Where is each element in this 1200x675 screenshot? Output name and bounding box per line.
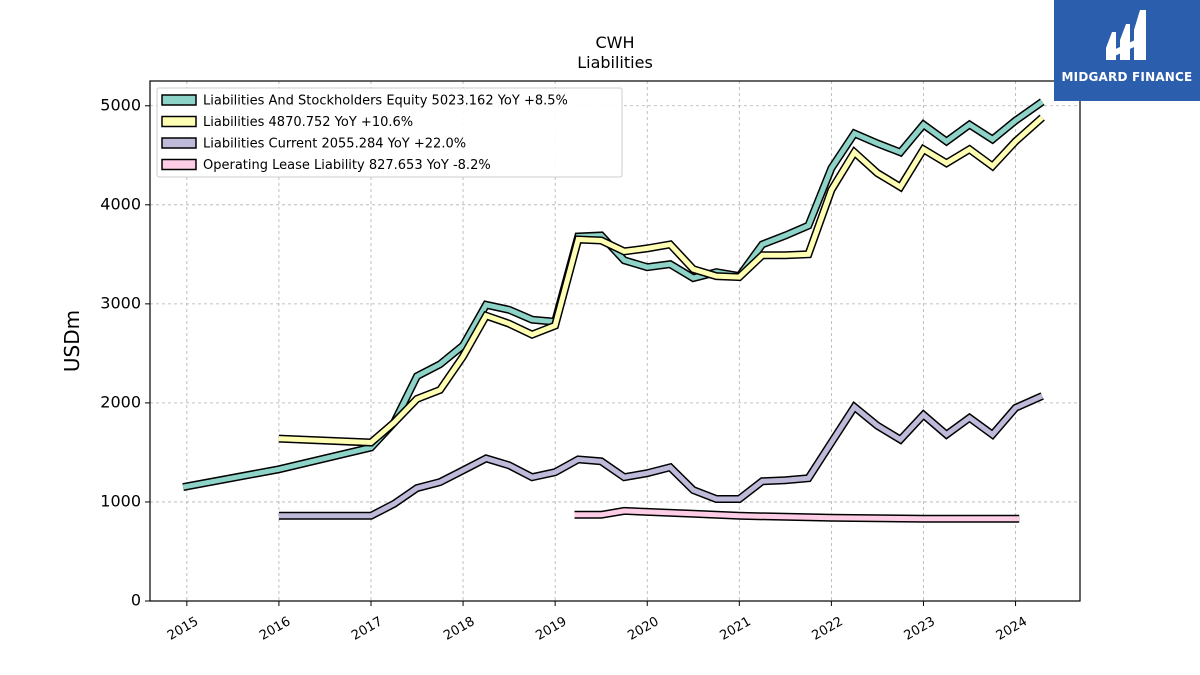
legend-swatch bbox=[161, 137, 197, 149]
legend-label: Operating Lease Liability 827.653 YoY -8… bbox=[203, 158, 491, 173]
legend-swatch bbox=[161, 115, 197, 128]
x-tick-label: 2018 bbox=[441, 614, 477, 644]
y-tick-label: 3000 bbox=[100, 293, 141, 312]
legend-swatch bbox=[161, 94, 197, 106]
chart-title: CWH bbox=[595, 33, 634, 52]
brand-logo: MIDGARD FINANCE bbox=[1054, 0, 1200, 101]
legend-label: Liabilities And Stockholders Equity 5023… bbox=[203, 94, 568, 109]
series-line bbox=[278, 115, 1044, 446]
legend: Liabilities And Stockholders Equity 5023… bbox=[156, 87, 623, 178]
x-tick-label: 2016 bbox=[257, 614, 293, 644]
series-line bbox=[182, 99, 1044, 490]
x-tick-label: 2022 bbox=[810, 614, 846, 644]
y-tick-label: 0 bbox=[131, 591, 141, 610]
series-line bbox=[278, 393, 1044, 519]
y-tick-label: 1000 bbox=[100, 491, 141, 510]
series-liabilities-and-stockholders-equity bbox=[182, 98, 1045, 492]
x-axis-ticks: 2015 2016 2017 2018 2019 2020 2021 2022 2023 2024 bbox=[165, 601, 1030, 644]
series-layer bbox=[182, 98, 1045, 523]
x-tick-label: 2023 bbox=[902, 614, 938, 644]
series-liabilities-current bbox=[278, 392, 1044, 520]
legend-box bbox=[156, 87, 623, 178]
legend-swatch bbox=[161, 158, 197, 171]
x-tick-label: 2020 bbox=[625, 614, 661, 644]
legend-item: Liabilities Current 2055.284 YoY +22.0% bbox=[161, 137, 466, 152]
x-tick-label: 2021 bbox=[717, 614, 753, 644]
legend-item: Liabilities And Stockholders Equity 5023… bbox=[161, 94, 568, 109]
plot-frame bbox=[149, 80, 1081, 602]
y-axis-label: USDm bbox=[60, 310, 84, 372]
series-liabilities bbox=[278, 114, 1045, 447]
y-tick-label: 4000 bbox=[100, 194, 141, 213]
legend-item: Liabilities 4870.752 YoY +10.6% bbox=[161, 115, 413, 130]
brand-name: MIDGARD FINANCE bbox=[1061, 70, 1193, 84]
series-line-outline bbox=[278, 392, 1044, 520]
midgard-logo-icon bbox=[1106, 10, 1146, 60]
x-tick-label: 2015 bbox=[165, 614, 201, 644]
y-tick-label: 2000 bbox=[100, 392, 141, 411]
chart-subtitle: Liabilities bbox=[577, 53, 653, 72]
legend-item: Operating Lease Liability 827.653 YoY -8… bbox=[161, 158, 491, 173]
x-tick-label: 2017 bbox=[349, 614, 385, 644]
series-operating-lease-liability bbox=[574, 506, 1020, 523]
x-tick-label: 2019 bbox=[533, 614, 569, 644]
series-line bbox=[574, 508, 1020, 522]
y-tick-label: 5000 bbox=[100, 95, 141, 114]
legend-label: Liabilities Current 2055.284 YoY +22.0% bbox=[203, 137, 466, 152]
legend-label: Liabilities 4870.752 YoY +10.6% bbox=[203, 115, 413, 130]
y-axis-ticks: 0 1000 2000 3000 4000 5000 bbox=[100, 95, 150, 610]
x-tick-label: 2024 bbox=[994, 614, 1030, 644]
